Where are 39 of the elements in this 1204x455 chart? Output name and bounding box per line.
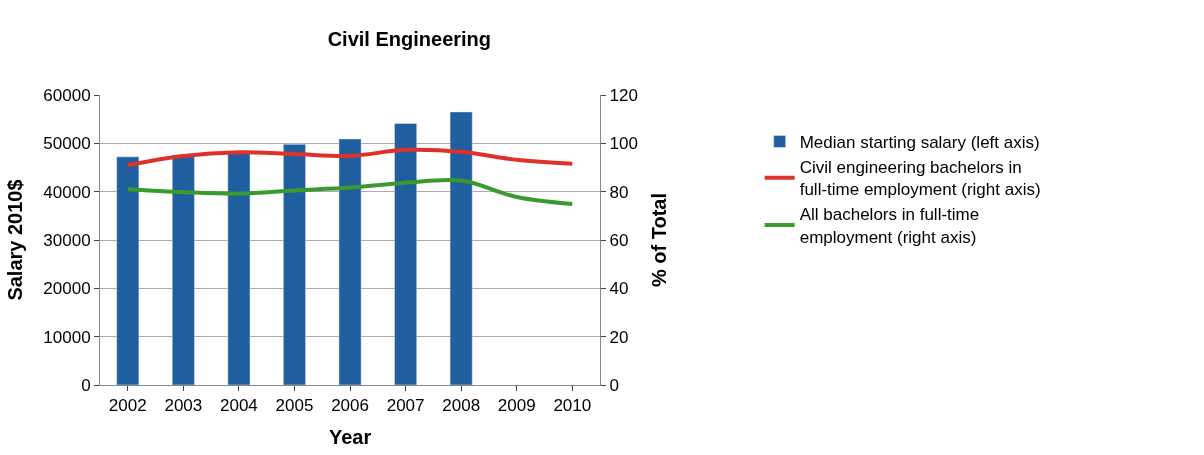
y2-tick-label: 80 (609, 182, 629, 202)
line-series (125, 177, 575, 206)
line-series (125, 147, 575, 168)
x-tick-label: 2010 (553, 396, 592, 416)
y-tick-label: 10000 (43, 327, 91, 347)
y-axis-title: Salary 2010$ (3, 179, 26, 301)
x-tick-label: 2008 (442, 396, 481, 416)
y-tick-label: 30000 (43, 230, 91, 250)
legend-label: Median starting salary (left axis) (799, 133, 1040, 153)
x-tick-label: 2009 (497, 396, 536, 416)
x-tick-label: 2006 (331, 396, 369, 416)
y2-tick-label: 100 (609, 134, 638, 154)
x-tick-label: 2005 (275, 396, 314, 416)
x-tick-label: 2002 (108, 396, 147, 416)
bar (449, 111, 473, 385)
x-tick-label: 2007 (386, 396, 425, 416)
y2-tick-label: 20 (609, 327, 629, 347)
y-tick-label: 60000 (43, 85, 91, 105)
legend-label: Civil engineering bachelors in full-time employment (right axis) (799, 158, 1041, 200)
y-tick-label: 40000 (43, 182, 91, 202)
chart-title: Civil Engineering (327, 27, 492, 50)
y-tick-label: 50000 (43, 134, 91, 154)
x-axis-title: Year (328, 425, 372, 448)
bar (171, 154, 195, 385)
bar (116, 156, 140, 385)
y2-tick-label: 120 (609, 85, 638, 105)
legend-label: All bachelors in full-time employment (right axis) (799, 205, 980, 247)
x-tick-label: 2003 (164, 396, 203, 416)
y2-axis-title: % of Total (648, 192, 671, 288)
y2-tick-label: 60 (609, 230, 629, 250)
y-tick-label: 0 (81, 375, 91, 395)
bar (338, 138, 362, 385)
bar (394, 123, 417, 385)
bar (283, 144, 306, 385)
y-tick-label: 20000 (43, 279, 91, 299)
x-tick-label: 2004 (220, 396, 258, 416)
y2-tick-label: 40 (609, 279, 629, 299)
bar (227, 151, 251, 385)
y2-tick-label: 0 (609, 375, 619, 395)
